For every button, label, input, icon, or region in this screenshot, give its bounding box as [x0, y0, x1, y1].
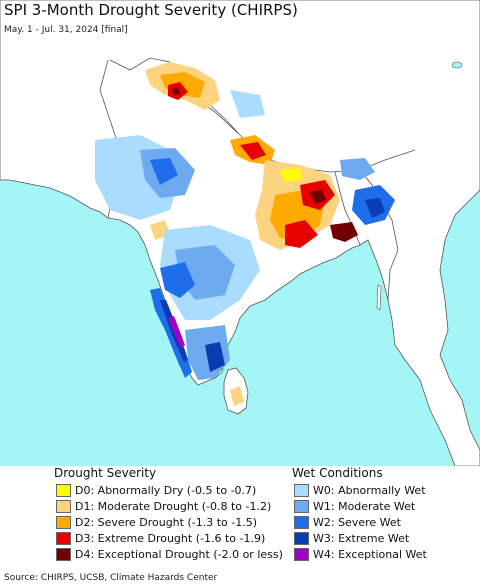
legend-item-w3: W3: Extreme Wet: [294, 531, 409, 546]
swatch-w1: [294, 500, 309, 513]
legend-item-d0: D0: Abnormally Dry (-0.5 to -0.7): [56, 483, 256, 498]
legend-label: D0: Abnormally Dry (-0.5 to -0.7): [75, 484, 257, 497]
swatch-d0: [56, 484, 71, 497]
swatch-w3: [294, 532, 309, 545]
swatch-w2: [294, 516, 309, 529]
drought-patches: [145, 62, 358, 406]
legend-item-d1: D1: Moderate Drought (-0.8 to -1.2): [56, 499, 271, 514]
legend: Drought Severity Wet Conditions D0: Abno…: [0, 466, 480, 586]
legend-label: D4: Exceptional Drought (-2.0 or less): [75, 548, 283, 561]
drought-legend-title: Drought Severity: [54, 466, 157, 480]
wet-patches: [95, 90, 395, 380]
legend-label: W0: Abnormally Wet: [313, 484, 426, 497]
andaman-islands: [376, 284, 382, 311]
legend-item-w1: W1: Moderate Wet: [294, 499, 415, 514]
legend-label: D2: Severe Drought (-1.3 to -1.5): [75, 516, 258, 529]
map-subtitle: May. 1 - Jul. 31, 2024 [final]: [4, 25, 128, 35]
lake: [451, 61, 463, 69]
map-title: SPI 3-Month Drought Severity (CHIRPS): [4, 1, 298, 19]
legend-item-d4: D4: Exceptional Drought (-2.0 or less): [56, 547, 283, 562]
legend-label: W2: Severe Wet: [313, 516, 401, 529]
swatch-d4: [56, 548, 71, 561]
legend-item-w2: W2: Severe Wet: [294, 515, 401, 530]
source-credit: Source: CHIRPS, UCSB, Climate Hazards Ce…: [4, 573, 218, 583]
drought-map: SPI 3-Month Drought Severity (CHIRPS) Ma…: [0, 0, 480, 466]
legend-item-d3: D3: Extreme Drought (-1.6 to -1.9): [56, 531, 265, 546]
legend-item-d2: D2: Severe Drought (-1.3 to -1.5): [56, 515, 257, 530]
swatch-w0: [294, 484, 309, 497]
legend-label: W4: Exceptional Wet: [313, 548, 427, 561]
swatch-d3: [56, 532, 71, 545]
wet-legend-title: Wet Conditions: [292, 466, 383, 480]
landmass-north: [0, 0, 480, 466]
legend-label: D1: Moderate Drought (-0.8 to -1.2): [75, 500, 272, 513]
swatch-d2: [56, 516, 71, 529]
legend-label: W1: Moderate Wet: [313, 500, 416, 513]
legend-item-w4: W4: Exceptional Wet: [294, 547, 427, 562]
swatch-d1: [56, 500, 71, 513]
swatch-w4: [294, 548, 309, 561]
legend-label: W3: Extreme Wet: [313, 532, 410, 545]
legend-item-w0: W0: Abnormally Wet: [294, 483, 426, 498]
legend-label: D3: Extreme Drought (-1.6 to -1.9): [75, 532, 266, 545]
